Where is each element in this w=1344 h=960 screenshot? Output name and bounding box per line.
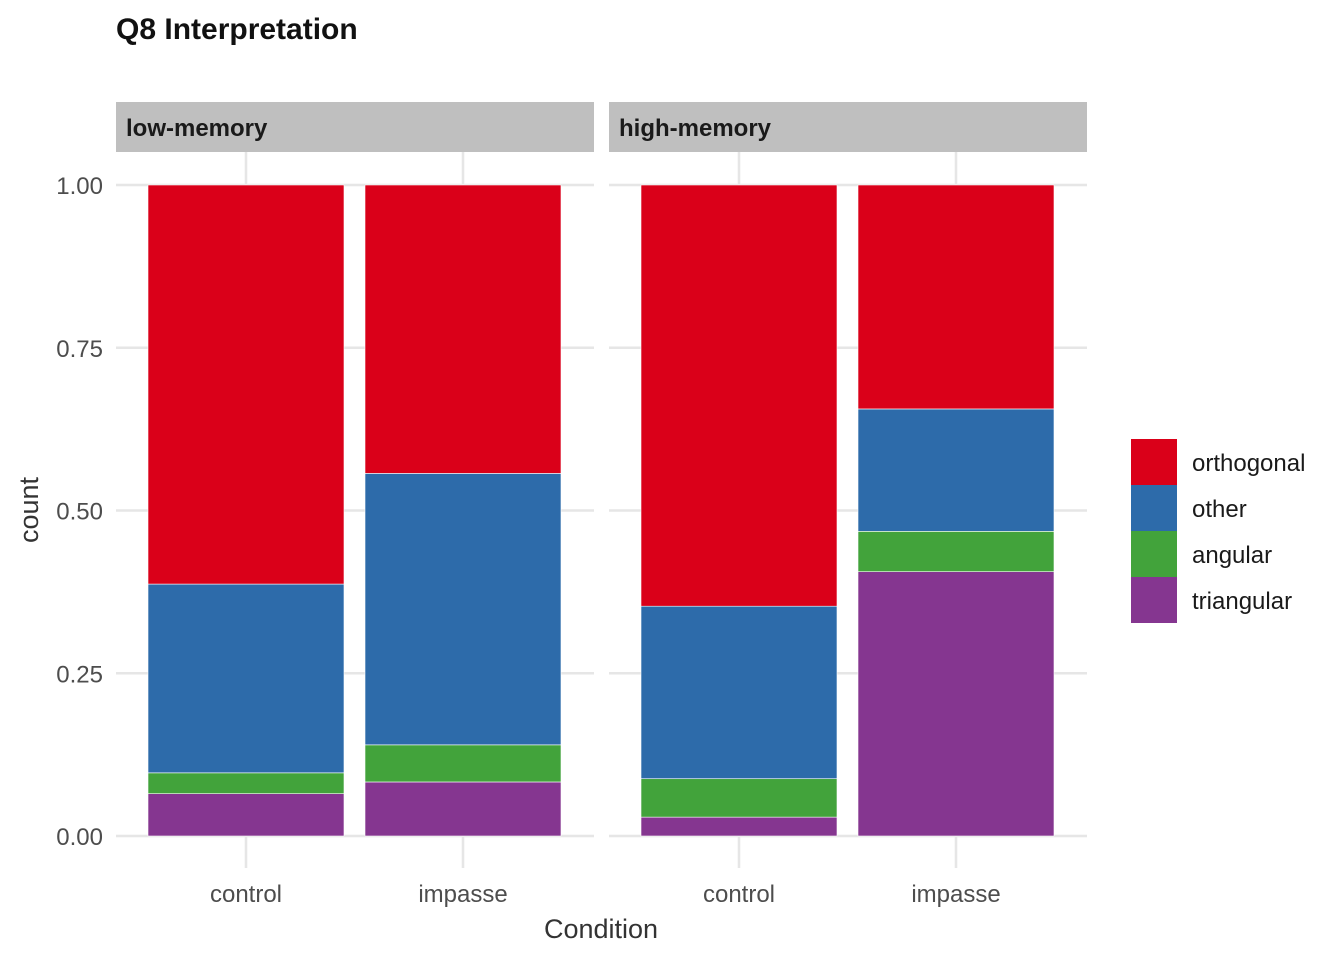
y-tick-label: 0.00 bbox=[56, 824, 103, 851]
bar-segment-triangular bbox=[640, 816, 838, 837]
bar-segment-angular bbox=[147, 772, 345, 794]
bar-segment-angular bbox=[857, 531, 1055, 572]
facet-panels: low-memory control impasse high-memory contr… bbox=[116, 102, 1087, 908]
bar-segment-triangular bbox=[147, 793, 345, 837]
bar-segment-other bbox=[640, 605, 838, 780]
bar-segment-triangular bbox=[857, 571, 1055, 837]
legend-label-other: other bbox=[1192, 496, 1247, 523]
bar-segment-orthogonal bbox=[640, 184, 838, 607]
chart-title: Q8 Interpretation bbox=[116, 13, 358, 46]
bar-segment-other bbox=[147, 583, 345, 774]
y-tick-label: 1.00 bbox=[56, 173, 103, 200]
bar-segment-orthogonal bbox=[364, 184, 562, 474]
legend-label-orthogonal: orthogonal bbox=[1192, 450, 1305, 477]
bar-segment-other bbox=[857, 408, 1055, 532]
legend-label-triangular: triangular bbox=[1192, 588, 1292, 615]
legend-key-other bbox=[1131, 485, 1177, 531]
facet-strip-label: low-memory bbox=[126, 115, 268, 142]
legend-label-angular: angular bbox=[1192, 542, 1272, 569]
legend-key-triangular bbox=[1131, 577, 1177, 623]
y-tick-label: 0.50 bbox=[56, 499, 103, 526]
facet-panel-high-memory: high-memory control impasse bbox=[609, 102, 1087, 908]
x-tick-label: control bbox=[703, 881, 775, 908]
x-tick-label: control bbox=[210, 881, 282, 908]
bar-segment-angular bbox=[640, 778, 838, 818]
legend-key-orthogonal bbox=[1131, 439, 1177, 485]
y-axis: 0.00 0.25 0.50 0.75 1.00 bbox=[56, 173, 103, 851]
legend-key-angular bbox=[1131, 531, 1177, 577]
x-axis-title: Condition bbox=[544, 914, 658, 944]
bar-segment-angular bbox=[364, 744, 562, 783]
bar-segment-orthogonal bbox=[147, 184, 345, 585]
bar-segment-other bbox=[364, 473, 562, 746]
facet-strip-label: high-memory bbox=[619, 115, 772, 142]
x-tick-label: impasse bbox=[418, 881, 507, 908]
bar-segment-triangular bbox=[364, 781, 562, 837]
facet-strip bbox=[116, 102, 594, 152]
y-axis-title: count bbox=[14, 476, 44, 543]
x-tick-label: impasse bbox=[911, 881, 1000, 908]
facet-panel-low-memory: low-memory control impasse bbox=[116, 102, 594, 908]
y-tick-label: 0.75 bbox=[56, 336, 103, 363]
bar-segment-orthogonal bbox=[857, 184, 1055, 410]
facet-strip bbox=[609, 102, 1087, 152]
y-tick-label: 0.25 bbox=[56, 661, 103, 688]
legend: orthogonal other angular triangular bbox=[1131, 439, 1305, 623]
